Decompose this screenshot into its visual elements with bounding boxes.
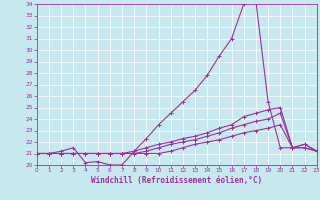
X-axis label: Windchill (Refroidissement éolien,°C): Windchill (Refroidissement éolien,°C) [91,176,262,185]
